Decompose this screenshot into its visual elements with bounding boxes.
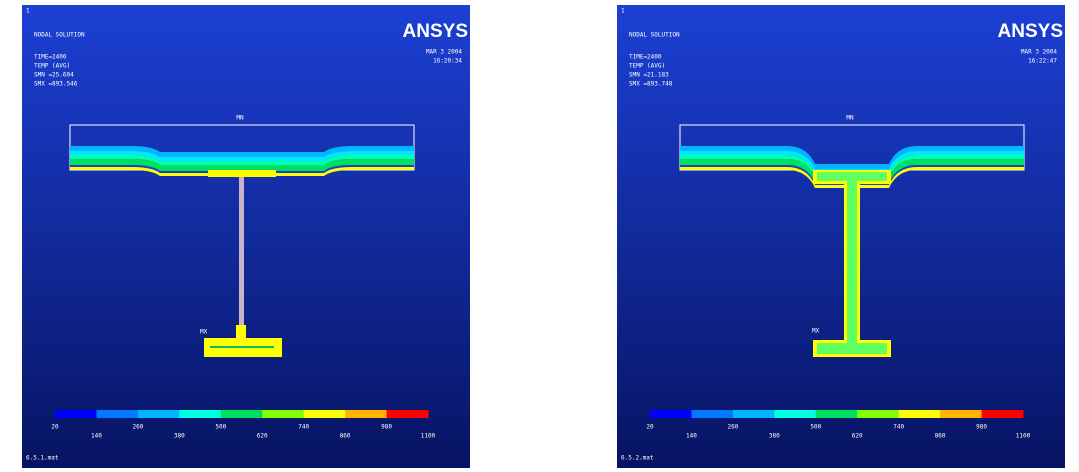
web xyxy=(239,177,244,325)
info-temp: TEMP (AVG) xyxy=(629,63,665,70)
clock: 16:20:34 xyxy=(433,58,462,65)
background xyxy=(22,5,470,468)
colorbar-segment xyxy=(899,410,941,418)
info-smx: SMX =893.748 xyxy=(629,81,673,88)
background xyxy=(617,5,1065,468)
colorbar-segment xyxy=(982,410,1024,418)
window-number: 1 xyxy=(621,8,625,15)
colorbar-segment xyxy=(345,410,387,418)
colorbar-segment xyxy=(138,410,180,418)
figure: 1 NODAL SOLUTION TIME=2400 TEMP (AVG) SMN =2… xyxy=(0,0,1079,472)
date: MAR 3 2004 xyxy=(1021,49,1058,56)
web-core-join xyxy=(847,335,857,345)
colorbar-label: 20 xyxy=(646,424,654,431)
web-core xyxy=(847,181,857,343)
date: MAR 3 2004 xyxy=(426,49,463,56)
colorbar-segment xyxy=(96,410,138,418)
colorbar-label: 20 xyxy=(51,424,59,431)
colorbar-segment xyxy=(774,410,816,418)
info-smn: SMN =21.183 xyxy=(629,72,669,79)
colorbar-label: 740 xyxy=(298,424,309,431)
clock: 16:22:47 xyxy=(1028,58,1057,65)
ansys-logo: ANSYS xyxy=(403,21,468,42)
colorbar-segment xyxy=(650,410,692,418)
ansys-panel: 1 NODAL SOLUTION TIME=2400 TEMP (AVG) SMN =2… xyxy=(22,5,470,468)
info-title: NODAL SOLUTION xyxy=(629,32,680,39)
info-smn: SMN =25.604 xyxy=(34,72,74,79)
mx-label: MX xyxy=(812,328,820,335)
colorbar-segment xyxy=(691,410,733,418)
colorbar-label: 140 xyxy=(91,433,102,440)
colorbar-label: 860 xyxy=(935,433,946,440)
colorbar-label: 500 xyxy=(810,424,821,431)
mx-label: MX xyxy=(200,329,208,336)
colorbar-label: 380 xyxy=(174,433,185,440)
colorbar-segment xyxy=(262,410,304,418)
top-flange-core xyxy=(817,172,887,181)
colorbar-segment xyxy=(816,410,858,418)
colorbar-label: 740 xyxy=(893,424,904,431)
info-title: NODAL SOLUTION xyxy=(34,32,85,39)
colorbar-segment xyxy=(221,410,263,418)
colorbar-label: 980 xyxy=(381,424,392,431)
web-base xyxy=(236,325,246,339)
colorbar-label: 260 xyxy=(132,424,143,431)
mn-label: MN xyxy=(236,115,244,122)
colorbar-label: 980 xyxy=(976,424,987,431)
info-smx: SMX =893.546 xyxy=(34,81,78,88)
info-time: TIME=2400 xyxy=(34,54,67,61)
colorbar-segment xyxy=(55,410,97,418)
colorbar-segment xyxy=(733,410,775,418)
colorbar-segment xyxy=(179,410,221,418)
colorbar-label: 860 xyxy=(340,433,351,440)
window-number: 1 xyxy=(26,8,30,15)
top-flange xyxy=(208,170,276,177)
colorbar-segment xyxy=(304,410,346,418)
colorbar-label: 620 xyxy=(257,433,268,440)
footer: 6.5.2.mat xyxy=(621,455,654,462)
colorbar-label: 260 xyxy=(727,424,738,431)
colorbar-label: 380 xyxy=(769,433,780,440)
mn-label: MN xyxy=(846,115,854,122)
colorbar-segment xyxy=(387,410,429,418)
colorbar-label: 500 xyxy=(215,424,226,431)
colorbar-segment xyxy=(940,410,982,418)
footer: 6.5.1.mat xyxy=(26,455,59,462)
colorbar-label: 1100 xyxy=(421,433,436,440)
colorbar-label: 620 xyxy=(852,433,863,440)
info-temp: TEMP (AVG) xyxy=(34,63,70,70)
info-time: TIME=2400 xyxy=(629,54,662,61)
colorbar-segment xyxy=(857,410,899,418)
colorbar-label: 140 xyxy=(686,433,697,440)
colorbar-label: 1100 xyxy=(1016,433,1031,440)
ansys-logo: ANSYS xyxy=(998,21,1063,42)
ansys-panel: 1 NODAL SOLUTION TIME=2400 TEMP (AVG) SMN =2… xyxy=(617,5,1065,468)
